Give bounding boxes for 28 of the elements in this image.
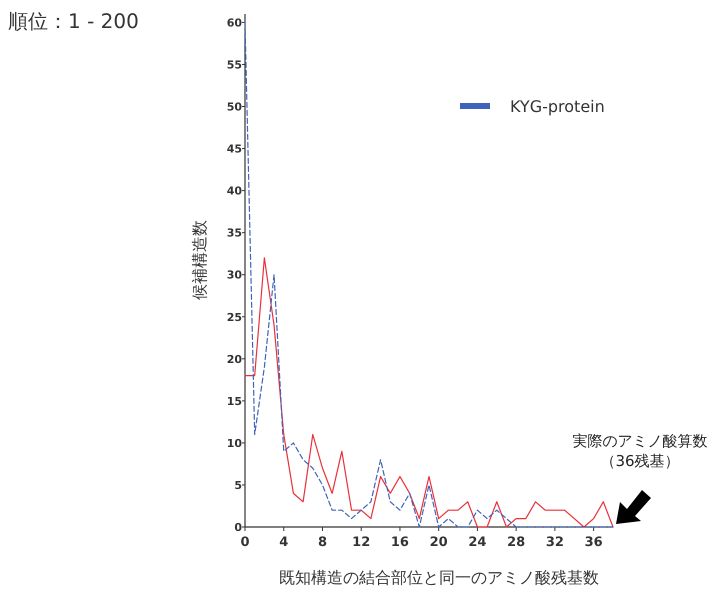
y-tick-label: 20 bbox=[226, 352, 242, 366]
x-tick-label: 4 bbox=[279, 535, 288, 550]
x-tick-label: 12 bbox=[352, 535, 370, 550]
y-tick-label: 0 bbox=[234, 521, 242, 534]
x-tick-label: 24 bbox=[468, 535, 486, 550]
y-tick-label: 45 bbox=[226, 142, 242, 156]
annotation: （36残基） bbox=[600, 452, 680, 470]
y-tick-label: 40 bbox=[226, 184, 242, 198]
x-tick-label: 16 bbox=[390, 535, 409, 550]
y-tick-label: 55 bbox=[226, 58, 242, 72]
x-tick-label: 8 bbox=[318, 535, 327, 550]
x-axis-title: 既知構造の結合部位と同一のアミノ酸残基数 bbox=[279, 568, 599, 587]
y-tick-label: 30 bbox=[226, 268, 242, 282]
legend-label: KYG-protein bbox=[510, 97, 605, 116]
y-tick-label: 15 bbox=[226, 394, 242, 408]
x-tick-label: 36 bbox=[584, 535, 603, 550]
y-tick-label: 5 bbox=[234, 478, 242, 492]
x-tick-label: 32 bbox=[546, 535, 564, 550]
text: 順位：1 - 200 bbox=[8, 9, 139, 33]
annotation: 実際のアミノ酸算数 bbox=[572, 432, 708, 450]
y-tick-label: 35 bbox=[226, 226, 242, 240]
y-tick-label: 50 bbox=[226, 100, 242, 114]
x-tick-label: 20 bbox=[430, 535, 448, 550]
y-axis-title: 候補構造数 bbox=[190, 220, 209, 300]
y-tick-label: 60 bbox=[226, 16, 242, 30]
y-tick-label: 25 bbox=[226, 310, 242, 324]
y-tick-label: 10 bbox=[226, 436, 242, 450]
x-tick-label: 28 bbox=[507, 535, 526, 550]
